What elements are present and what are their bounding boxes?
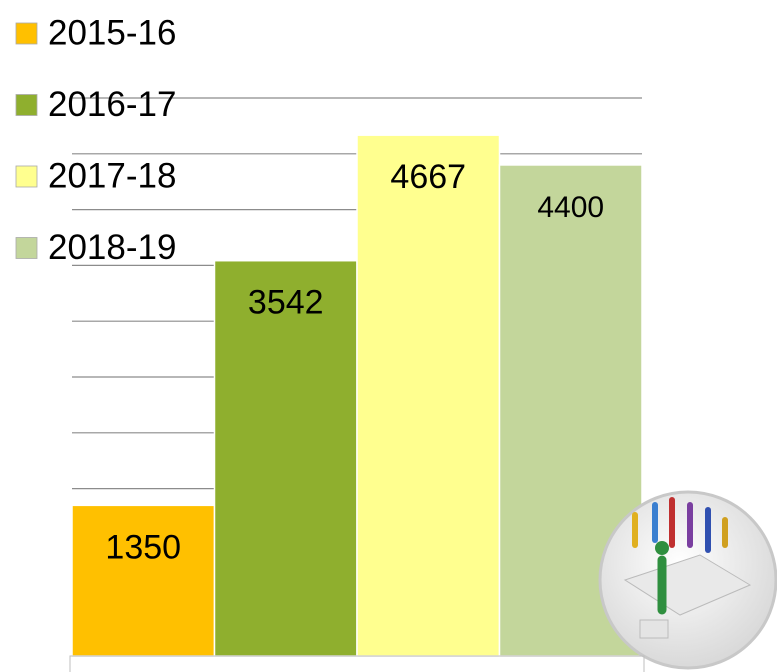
value-label: 1350	[105, 528, 181, 566]
bar	[357, 135, 500, 656]
decorative-icon	[600, 492, 776, 668]
legend-label: 2018-19	[48, 228, 176, 267]
legend-swatch	[16, 166, 37, 187]
value-label: 4667	[390, 158, 466, 196]
legend-swatch	[16, 238, 37, 259]
value-label: 3542	[248, 284, 324, 322]
legend-label: 2017-18	[48, 156, 176, 195]
legend: 2015-16 2016-17 2017-18 2018-19	[16, 13, 176, 267]
legend-label: 2015-16	[48, 13, 176, 52]
legend-swatch	[16, 23, 37, 44]
value-label: 4400	[537, 191, 604, 224]
bars: 1350 3542 4667 4400	[72, 135, 642, 656]
legend-swatch	[16, 95, 37, 116]
page: 1350354246674400 2015-162016-172017-1820…	[0, 0, 777, 672]
legend-label: 2016-17	[48, 85, 176, 124]
category-axis-box	[70, 656, 644, 672]
chart: 1350354246674400 2015-162016-172017-1820…	[0, 0, 777, 672]
